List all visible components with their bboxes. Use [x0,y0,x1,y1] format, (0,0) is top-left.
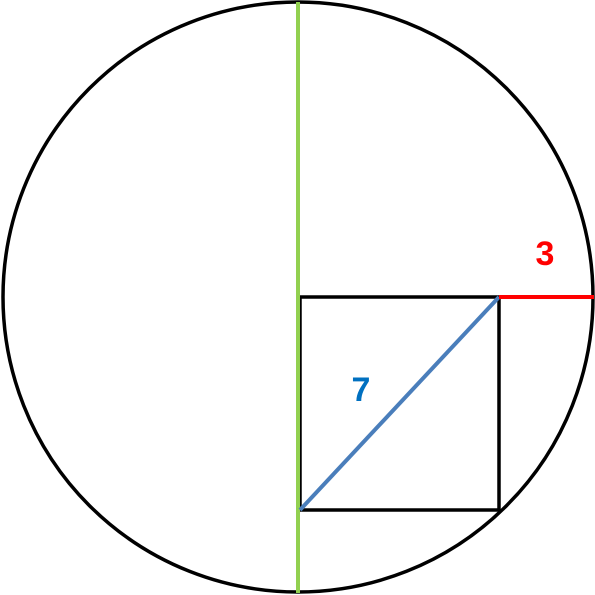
diagonal-line [298,295,501,512]
segment-label: 3 [536,235,555,273]
segment-label: 7 [352,371,371,409]
